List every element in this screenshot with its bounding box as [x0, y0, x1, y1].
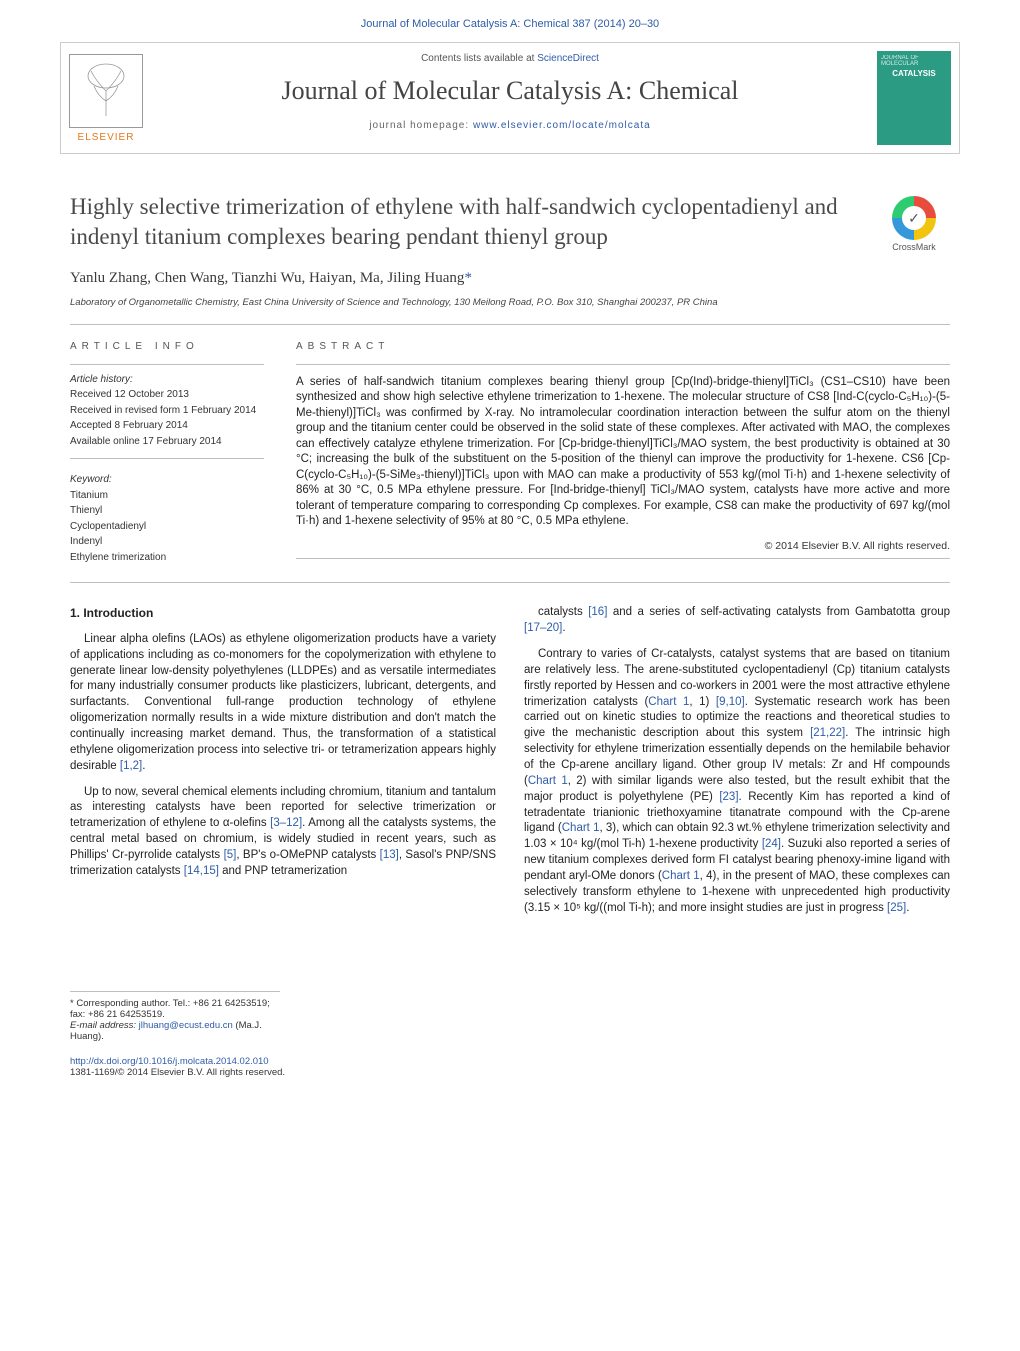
body-text: .	[562, 622, 565, 634]
body-paragraph: Up to now, several chemical elements inc…	[70, 785, 496, 880]
citation-link[interactable]: [13]	[380, 849, 399, 861]
history-online: Available online 17 February 2014	[70, 435, 264, 449]
citation-link[interactable]: [24]	[762, 838, 781, 850]
chart-link[interactable]: Chart 1	[562, 822, 600, 834]
keyword-label: Keyword:	[70, 474, 112, 485]
crossmark-badge[interactable]: ✓ CrossMark	[878, 196, 950, 252]
divider	[70, 364, 264, 365]
citation-link[interactable]: [21,22]	[810, 727, 845, 739]
body-text: .	[906, 902, 909, 914]
citation-link[interactable]: [17–20]	[524, 622, 562, 634]
abstract-text: A series of half-sandwich titanium compl…	[296, 375, 950, 530]
chart-link[interactable]: Chart 1	[528, 775, 568, 787]
page-footer: http://dx.doi.org/10.1016/j.molcata.2014…	[70, 1056, 950, 1078]
author-list: Yanlu Zhang, Chen Wang, Tianzhi Wu, Haiy…	[70, 270, 950, 287]
journal-homepage-line: journal homepage: www.elsevier.com/locat…	[159, 120, 861, 131]
abstract-heading: abstract	[296, 341, 950, 352]
issn-copyright: 1381-1169/© 2014 Elsevier B.V. All right…	[70, 1067, 950, 1078]
history-received: Received 12 October 2013	[70, 388, 264, 402]
corresponding-marker: *	[464, 270, 472, 286]
citation-link[interactable]: [16]	[588, 606, 607, 618]
title-block: Highly selective trimerization of ethyle…	[70, 192, 950, 252]
journal-name: Journal of Molecular Catalysis A: Chemic…	[159, 76, 861, 106]
contents-available-line: Contents lists available at ScienceDirec…	[159, 53, 861, 64]
abstract-copyright: © 2014 Elsevier B.V. All rights reserved…	[296, 540, 950, 552]
keyword-item: Cyclopentadienyl	[70, 520, 264, 534]
section-heading: 1. Introduction	[70, 605, 496, 622]
citation-link[interactable]: [23]	[719, 791, 738, 803]
body-text: , 1)	[689, 696, 716, 708]
citation-link[interactable]: [25]	[887, 902, 906, 914]
keyword-item: Indenyl	[70, 535, 264, 549]
body-text: and PNP tetramerization	[219, 865, 347, 877]
body-paragraph: Contrary to varies of Cr-catalysts, cata…	[524, 647, 950, 917]
affiliation: Laboratory of Organometallic Chemistry, …	[70, 297, 950, 308]
crossmark-label: CrossMark	[878, 242, 950, 252]
elsevier-tree-icon	[69, 54, 143, 128]
keyword-item: Ethylene trimerization	[70, 551, 264, 565]
body-text: , BP's o-OMePNP catalysts	[236, 849, 379, 861]
cover-thumbnail-block: JOURNAL OF MOLECULAR CATALYSIS	[869, 43, 959, 153]
footnote-corr: * Corresponding author. Tel.: +86 21 642…	[70, 998, 280, 1020]
crossmark-icon: ✓	[892, 196, 936, 240]
citation-link[interactable]: [5]	[224, 849, 237, 861]
history-revised: Received in revised form 1 February 2014	[70, 404, 264, 418]
keyword-item: Thienyl	[70, 504, 264, 518]
citation-link[interactable]: [14,15]	[184, 865, 219, 877]
sciencedirect-link[interactable]: ScienceDirect	[537, 53, 599, 64]
divider	[70, 458, 264, 459]
email-label: E-mail address:	[70, 1020, 139, 1031]
body-text: .	[142, 760, 145, 772]
article-info-column: article info Article history: Received 1…	[70, 325, 280, 583]
journal-header: ELSEVIER Contents lists available at Sci…	[60, 42, 960, 154]
journal-cover-icon: JOURNAL OF MOLECULAR CATALYSIS	[877, 51, 951, 145]
running-head: Journal of Molecular Catalysis A: Chemic…	[0, 0, 1020, 34]
publisher-name: ELSEVIER	[78, 132, 135, 143]
chart-link[interactable]: Chart 1	[662, 870, 700, 882]
body-paragraph: Linear alpha olefins (LAOs) as ethylene …	[70, 632, 496, 775]
divider	[296, 558, 950, 559]
info-abstract-row: article info Article history: Received 1…	[70, 325, 950, 583]
article-body: 1. Introduction Linear alpha olefins (LA…	[70, 605, 950, 916]
body-text: catalysts	[538, 606, 588, 618]
keyword-block: Keyword: Titanium Thienyl Cyclopentadien…	[70, 473, 264, 564]
body-paragraph: catalysts [16] and a series of self-acti…	[524, 605, 950, 637]
divider	[296, 364, 950, 365]
chart-link[interactable]: Chart 1	[648, 696, 689, 708]
keyword-item: Titanium	[70, 489, 264, 503]
cover-thumb-label: CATALYSIS	[892, 69, 935, 78]
corresponding-email-link[interactable]: jlhuang@ecust.edu.cn	[139, 1020, 233, 1031]
homepage-prefix: journal homepage:	[369, 120, 473, 131]
citation-link[interactable]: [9,10]	[716, 696, 745, 708]
journal-homepage-link[interactable]: www.elsevier.com/locate/molcata	[473, 120, 651, 131]
body-text: and a series of self-activating catalyst…	[607, 606, 950, 618]
footnote-email-line: E-mail address: jlhuang@ecust.edu.cn (Ma…	[70, 1020, 280, 1042]
contents-prefix: Contents lists available at	[421, 53, 537, 64]
authors-text: Yanlu Zhang, Chen Wang, Tianzhi Wu, Haiy…	[70, 270, 464, 286]
publisher-logo-block: ELSEVIER	[61, 43, 151, 153]
citation-link[interactable]: [3–12]	[270, 817, 302, 829]
history-label: Article history:	[70, 374, 133, 385]
article-info-heading: article info	[70, 341, 264, 352]
body-text: Linear alpha olefins (LAOs) as ethylene …	[70, 633, 496, 772]
citation-link[interactable]: [1,2]	[120, 760, 142, 772]
doi-link[interactable]: http://dx.doi.org/10.1016/j.molcata.2014…	[70, 1056, 269, 1067]
history-accepted: Accepted 8 February 2014	[70, 419, 264, 433]
corresponding-footnote: * Corresponding author. Tel.: +86 21 642…	[70, 991, 280, 1042]
header-center: Contents lists available at ScienceDirec…	[151, 43, 869, 153]
abstract-column: abstract A series of half-sandwich titan…	[280, 325, 950, 583]
article-title: Highly selective trimerization of ethyle…	[70, 192, 950, 252]
divider	[70, 582, 950, 583]
